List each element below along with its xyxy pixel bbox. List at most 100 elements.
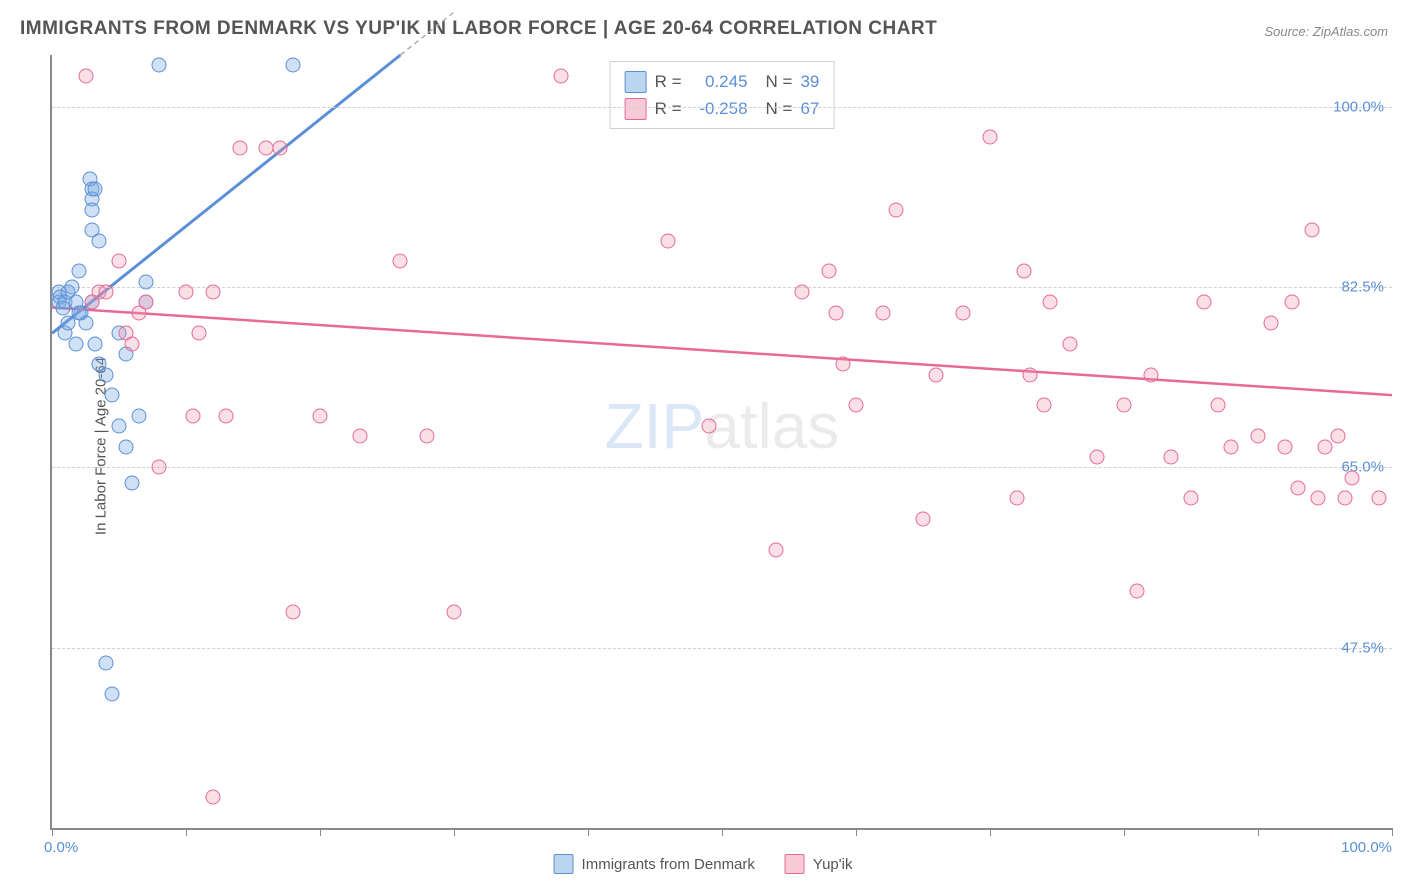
data-point [87,336,102,351]
n-value-1: 39 [800,68,819,95]
gridline [52,648,1392,649]
data-point [1009,491,1024,506]
x-tick-label-left: 0.0% [44,839,78,856]
legend-item-2: Yup'ik [785,854,853,874]
x-tick [990,828,991,836]
data-point [1371,491,1386,506]
data-point [447,604,462,619]
data-point [65,279,80,294]
x-tick [722,828,723,836]
data-point [1130,583,1145,598]
data-point [554,68,569,83]
chart-title: IMMIGRANTS FROM DENMARK VS YUP'IK IN LAB… [20,18,937,40]
data-point [1036,398,1051,413]
data-point [1210,398,1225,413]
data-point [1184,491,1199,506]
x-tick [320,828,321,836]
data-point [179,285,194,300]
data-point [78,68,93,83]
data-point [98,656,113,671]
data-point [1090,449,1105,464]
data-point [69,336,84,351]
data-point [1023,367,1038,382]
data-point [661,233,676,248]
data-point [71,264,86,279]
trend-line [52,308,1392,396]
data-point [849,398,864,413]
stats-row-series2: R = -0.258 N = 67 [625,95,820,122]
x-tick [1124,828,1125,836]
data-point [1291,480,1306,495]
data-point [1264,315,1279,330]
data-point [983,130,998,145]
x-tick [454,828,455,836]
n-label: N = [766,68,793,95]
data-point [1284,295,1299,310]
data-point [272,140,287,155]
source-credit: Source: ZipAtlas.com [1264,24,1388,39]
r-label: R = [655,95,682,122]
legend-item-1: Immigrants from Denmark [554,854,755,874]
data-point [232,140,247,155]
n-value-2: 67 [800,95,819,122]
data-point [828,305,843,320]
data-point [125,475,140,490]
data-point [132,408,147,423]
plot-svg [52,55,1392,828]
data-point [875,305,890,320]
legend-label-1: Immigrants from Denmark [582,856,755,873]
plot-area: ZIPatlas R = 0.245 N = 39 R = -0.258 N =… [50,55,1392,830]
data-point [393,254,408,269]
data-point [313,408,328,423]
gridline [52,287,1392,288]
data-point [1163,449,1178,464]
y-tick-label: 82.5% [1341,278,1384,295]
data-point [701,419,716,434]
data-point [112,254,127,269]
legend-label-2: Yup'ik [813,856,853,873]
legend-swatch-pink [625,98,647,120]
data-point [1063,336,1078,351]
data-point [1016,264,1031,279]
data-point [105,388,120,403]
data-point [916,511,931,526]
x-tick [588,828,589,836]
data-point [286,604,301,619]
data-point [929,367,944,382]
legend-swatch-blue [625,71,647,93]
data-point [118,439,133,454]
r-value-1: 0.245 [690,68,748,95]
data-point [98,367,113,382]
data-point [152,58,167,73]
data-point [420,429,435,444]
data-point [956,305,971,320]
gridline [52,467,1392,468]
stats-row-series1: R = 0.245 N = 39 [625,68,820,95]
data-point [768,542,783,557]
data-point [1331,429,1346,444]
x-tick-label-right: 100.0% [1341,839,1392,856]
gridline [52,107,1392,108]
data-point [1338,491,1353,506]
data-point [105,687,120,702]
data-point [1318,439,1333,454]
data-point [889,202,904,217]
data-point [835,357,850,372]
x-tick [52,828,53,836]
data-point [138,295,153,310]
data-point [353,429,368,444]
data-point [1311,491,1326,506]
r-value-2: -0.258 [690,95,748,122]
data-point [1304,223,1319,238]
legend-swatch-1 [554,854,574,874]
data-point [185,408,200,423]
data-point [91,233,106,248]
x-tick [186,828,187,836]
data-point [85,202,100,217]
data-point [1143,367,1158,382]
x-tick [856,828,857,836]
data-point [1117,398,1132,413]
x-tick [1392,828,1393,836]
legend-swatch-2 [785,854,805,874]
data-point [87,182,102,197]
